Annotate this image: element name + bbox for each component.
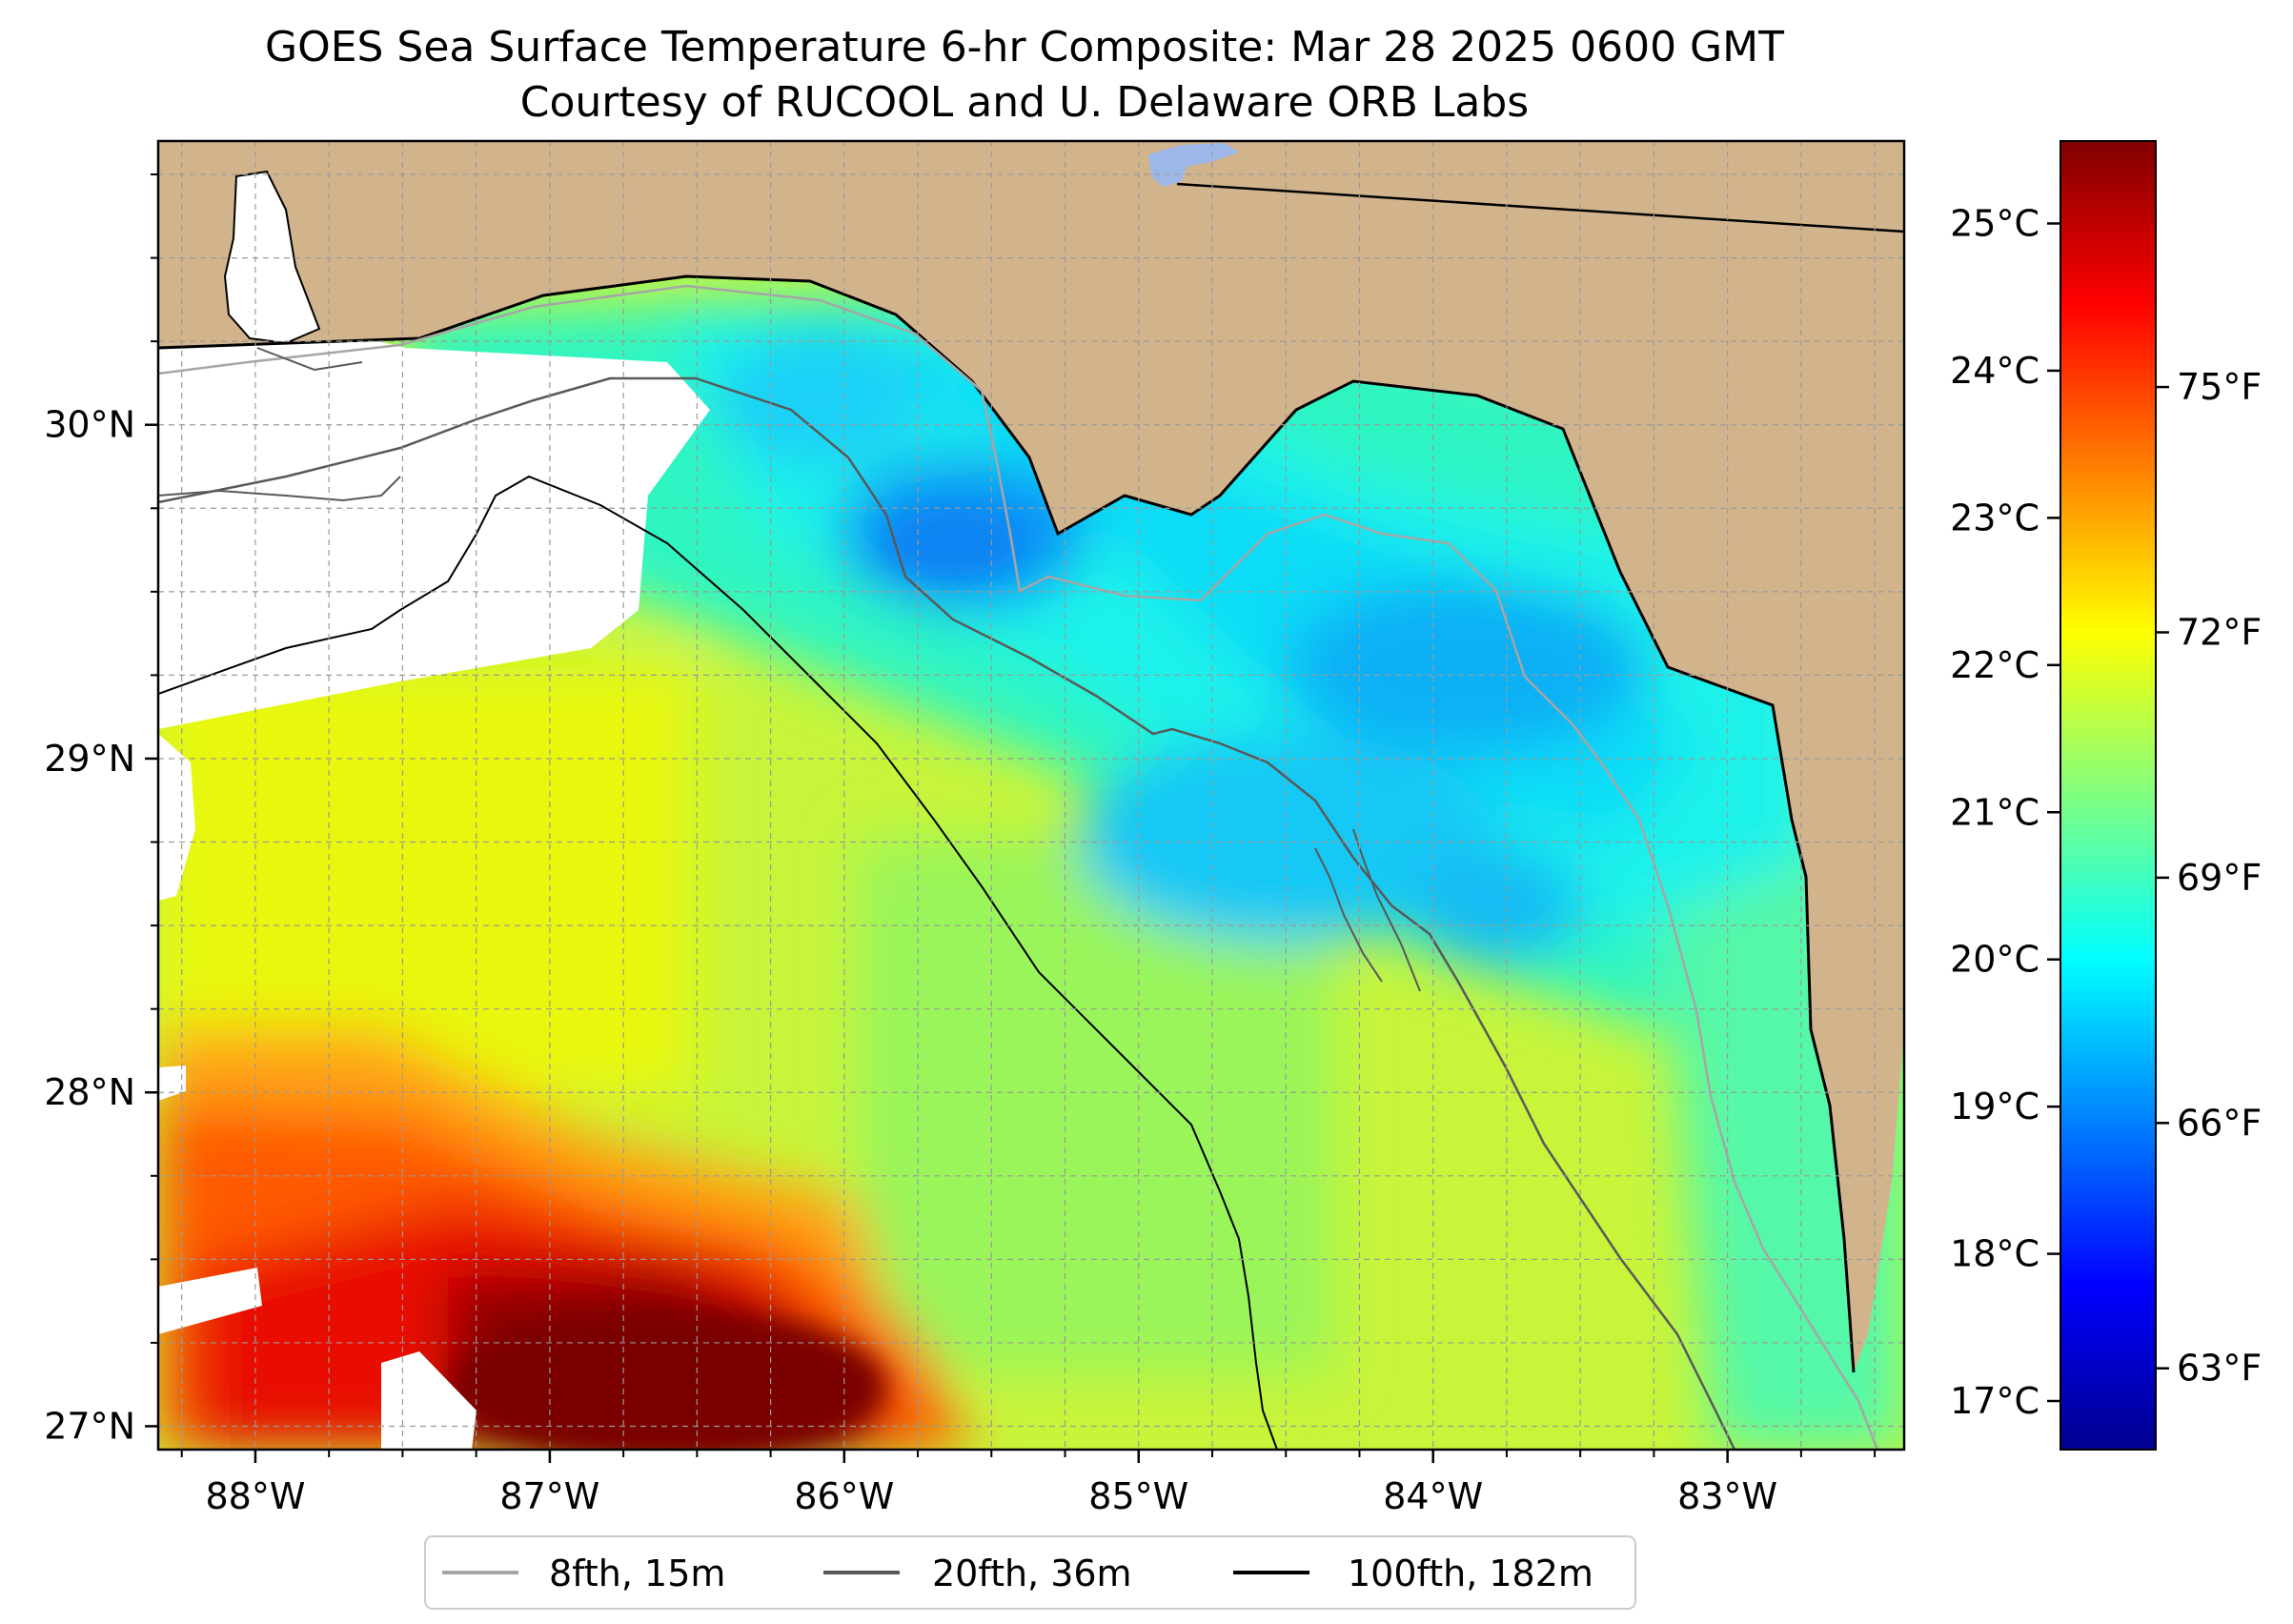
colorbar-label-c: 20°C	[1950, 939, 2039, 981]
colorbar-label-c: 17°C	[1950, 1380, 2039, 1422]
colorbar-label-f: 75°F	[2177, 366, 2262, 408]
coastline	[158, 274, 1856, 1373]
lon-tick-label: 88°W	[205, 1475, 305, 1517]
legend: 8fth, 15m 20fth, 36m 100fth, 182m	[424, 1535, 1636, 1610]
lon-tick-label: 83°W	[1677, 1475, 1777, 1517]
contour-8fth	[158, 284, 1879, 1450]
figure-title: GOES Sea Surface Temperature 6-hr Compos…	[264, 23, 1784, 71]
contour-100fth	[158, 475, 1278, 1450]
colorbar-label-c: 24°C	[1950, 350, 2039, 392]
map-frame	[156, 139, 1906, 1451]
sst-warm-core	[448, 1310, 886, 1450]
state-border	[1176, 182, 1904, 233]
colorbar-label-f: 66°F	[2177, 1102, 2262, 1144]
land	[158, 141, 1904, 1372]
figure-subtitle: Courtesy of RUCOOL and U. Delaware ORB L…	[519, 78, 1530, 127]
legend-label-20fth: 20fth, 36m	[932, 1553, 1132, 1594]
lat-tick-label: 29°N	[44, 738, 135, 780]
colorbar-label-c: 19°C	[1950, 1086, 2039, 1127]
lon-tick-label: 87°W	[499, 1475, 599, 1517]
no-data-mask	[158, 286, 1830, 1450]
map-axes: 88°W 87°W 86°W 85°W 84°W 83°W 27°N 28°N 29°N 30°N	[44, 173, 1877, 1517]
colorbar-label-f: 63°F	[2177, 1348, 2262, 1390]
colorbar-label-c: 21°C	[1950, 791, 2039, 833]
colorbar-axes: 17°C 18°C 19°C 20°C 21°C 22°C 23°C 24°C 25°C 63°F…	[1950, 202, 2262, 1422]
legend-label-8fth: 8fth, 15m	[549, 1553, 725, 1594]
colorbar-label-f: 69°F	[2177, 857, 2262, 899]
colorbar-label-c: 18°C	[1950, 1233, 2039, 1275]
sst-field	[158, 286, 1904, 1450]
contour-20fth	[158, 376, 1736, 1450]
lon-tick-label: 86°W	[794, 1475, 894, 1517]
lat-tick-label: 27°N	[44, 1405, 135, 1447]
lat-tick-label: 28°N	[44, 1071, 135, 1113]
colorbar-label-c: 25°C	[1950, 202, 2039, 244]
map-panel	[158, 141, 1904, 1450]
lon-tick-label: 84°W	[1383, 1475, 1483, 1517]
sst-cold-core	[886, 510, 1020, 577]
colorbar-label-c: 23°C	[1950, 497, 2039, 538]
colorbar	[2060, 140, 2157, 1451]
legend-label-100fth: 100fth, 182m	[1348, 1553, 1593, 1594]
lake	[1148, 143, 1239, 187]
lat-tick-label: 30°N	[44, 404, 135, 446]
gridlines	[158, 141, 1904, 1450]
colorbar-label-c: 22°C	[1950, 644, 2039, 686]
legend-frame	[424, 1535, 1636, 1610]
colorbar-label-f: 72°F	[2177, 611, 2262, 653]
lon-tick-label: 85°W	[1088, 1475, 1188, 1517]
inner-shoreline	[158, 347, 401, 502]
